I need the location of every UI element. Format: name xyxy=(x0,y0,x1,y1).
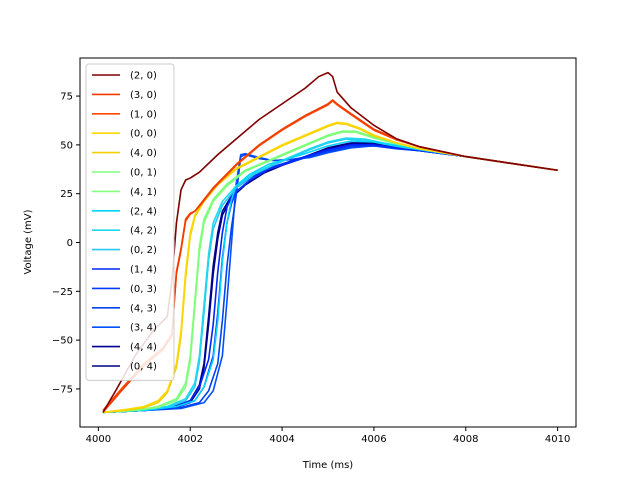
legend-label-7: (2, 4) xyxy=(130,206,157,217)
y-tick-label-0: −75 xyxy=(52,384,73,395)
series-line-3 xyxy=(102,121,558,414)
x-tick-label-0: 4000 xyxy=(86,434,111,445)
x-tick-label-3: 4006 xyxy=(361,434,386,445)
y-tick-label-5: 50 xyxy=(60,140,73,151)
series-line-7 xyxy=(102,140,558,414)
legend-label-6: (4, 1) xyxy=(130,187,157,198)
legend-box xyxy=(85,63,175,381)
legend-label-4: (4, 0) xyxy=(130,148,157,159)
y-axis-ticks: −75 −50 −25 0 25 50 75 xyxy=(52,92,80,395)
series-layer xyxy=(102,71,558,414)
legend: (2, 0) (3, 0) (1, 0) (0, 0) (4, 0) (0, 1) (4, … xyxy=(85,63,175,381)
legend-label-15: (0, 4) xyxy=(130,362,157,373)
legend-label-14: (4, 4) xyxy=(130,342,157,353)
x-tick-label-1: 4002 xyxy=(177,434,202,445)
y-axis-label: Voltage (mV) xyxy=(23,209,34,274)
x-tick-label-4: 4008 xyxy=(453,434,478,445)
legend-label-1: (3, 0) xyxy=(130,90,157,101)
legend-label-2: (1, 0) xyxy=(130,109,157,120)
y-tick-label-2: −25 xyxy=(52,287,73,298)
legend-label-9: (0, 2) xyxy=(130,245,157,256)
legend-label-10: (1, 4) xyxy=(130,265,157,276)
legend-label-8: (4, 2) xyxy=(130,226,157,237)
y-tick-label-6: 75 xyxy=(60,92,73,103)
x-tick-label-5: 4010 xyxy=(545,434,570,445)
y-tick-label-1: −50 xyxy=(52,336,73,347)
legend-label-12: (4, 3) xyxy=(130,303,157,314)
legend-label-5: (0, 1) xyxy=(130,168,157,179)
x-tick-label-2: 4004 xyxy=(269,434,294,445)
y-tick-label-4: 25 xyxy=(60,189,73,200)
legend-label-0: (2, 0) xyxy=(130,71,157,82)
y-tick-label-3: 0 xyxy=(67,238,73,249)
x-axis-label: Time (ms) xyxy=(302,460,354,471)
x-axis-ticks: 4000 4002 4004 4006 4008 4010 xyxy=(86,427,570,445)
legend-label-13: (3, 4) xyxy=(130,323,157,334)
legend-label-11: (0, 3) xyxy=(130,284,157,295)
legend-label-3: (0, 0) xyxy=(130,129,157,140)
